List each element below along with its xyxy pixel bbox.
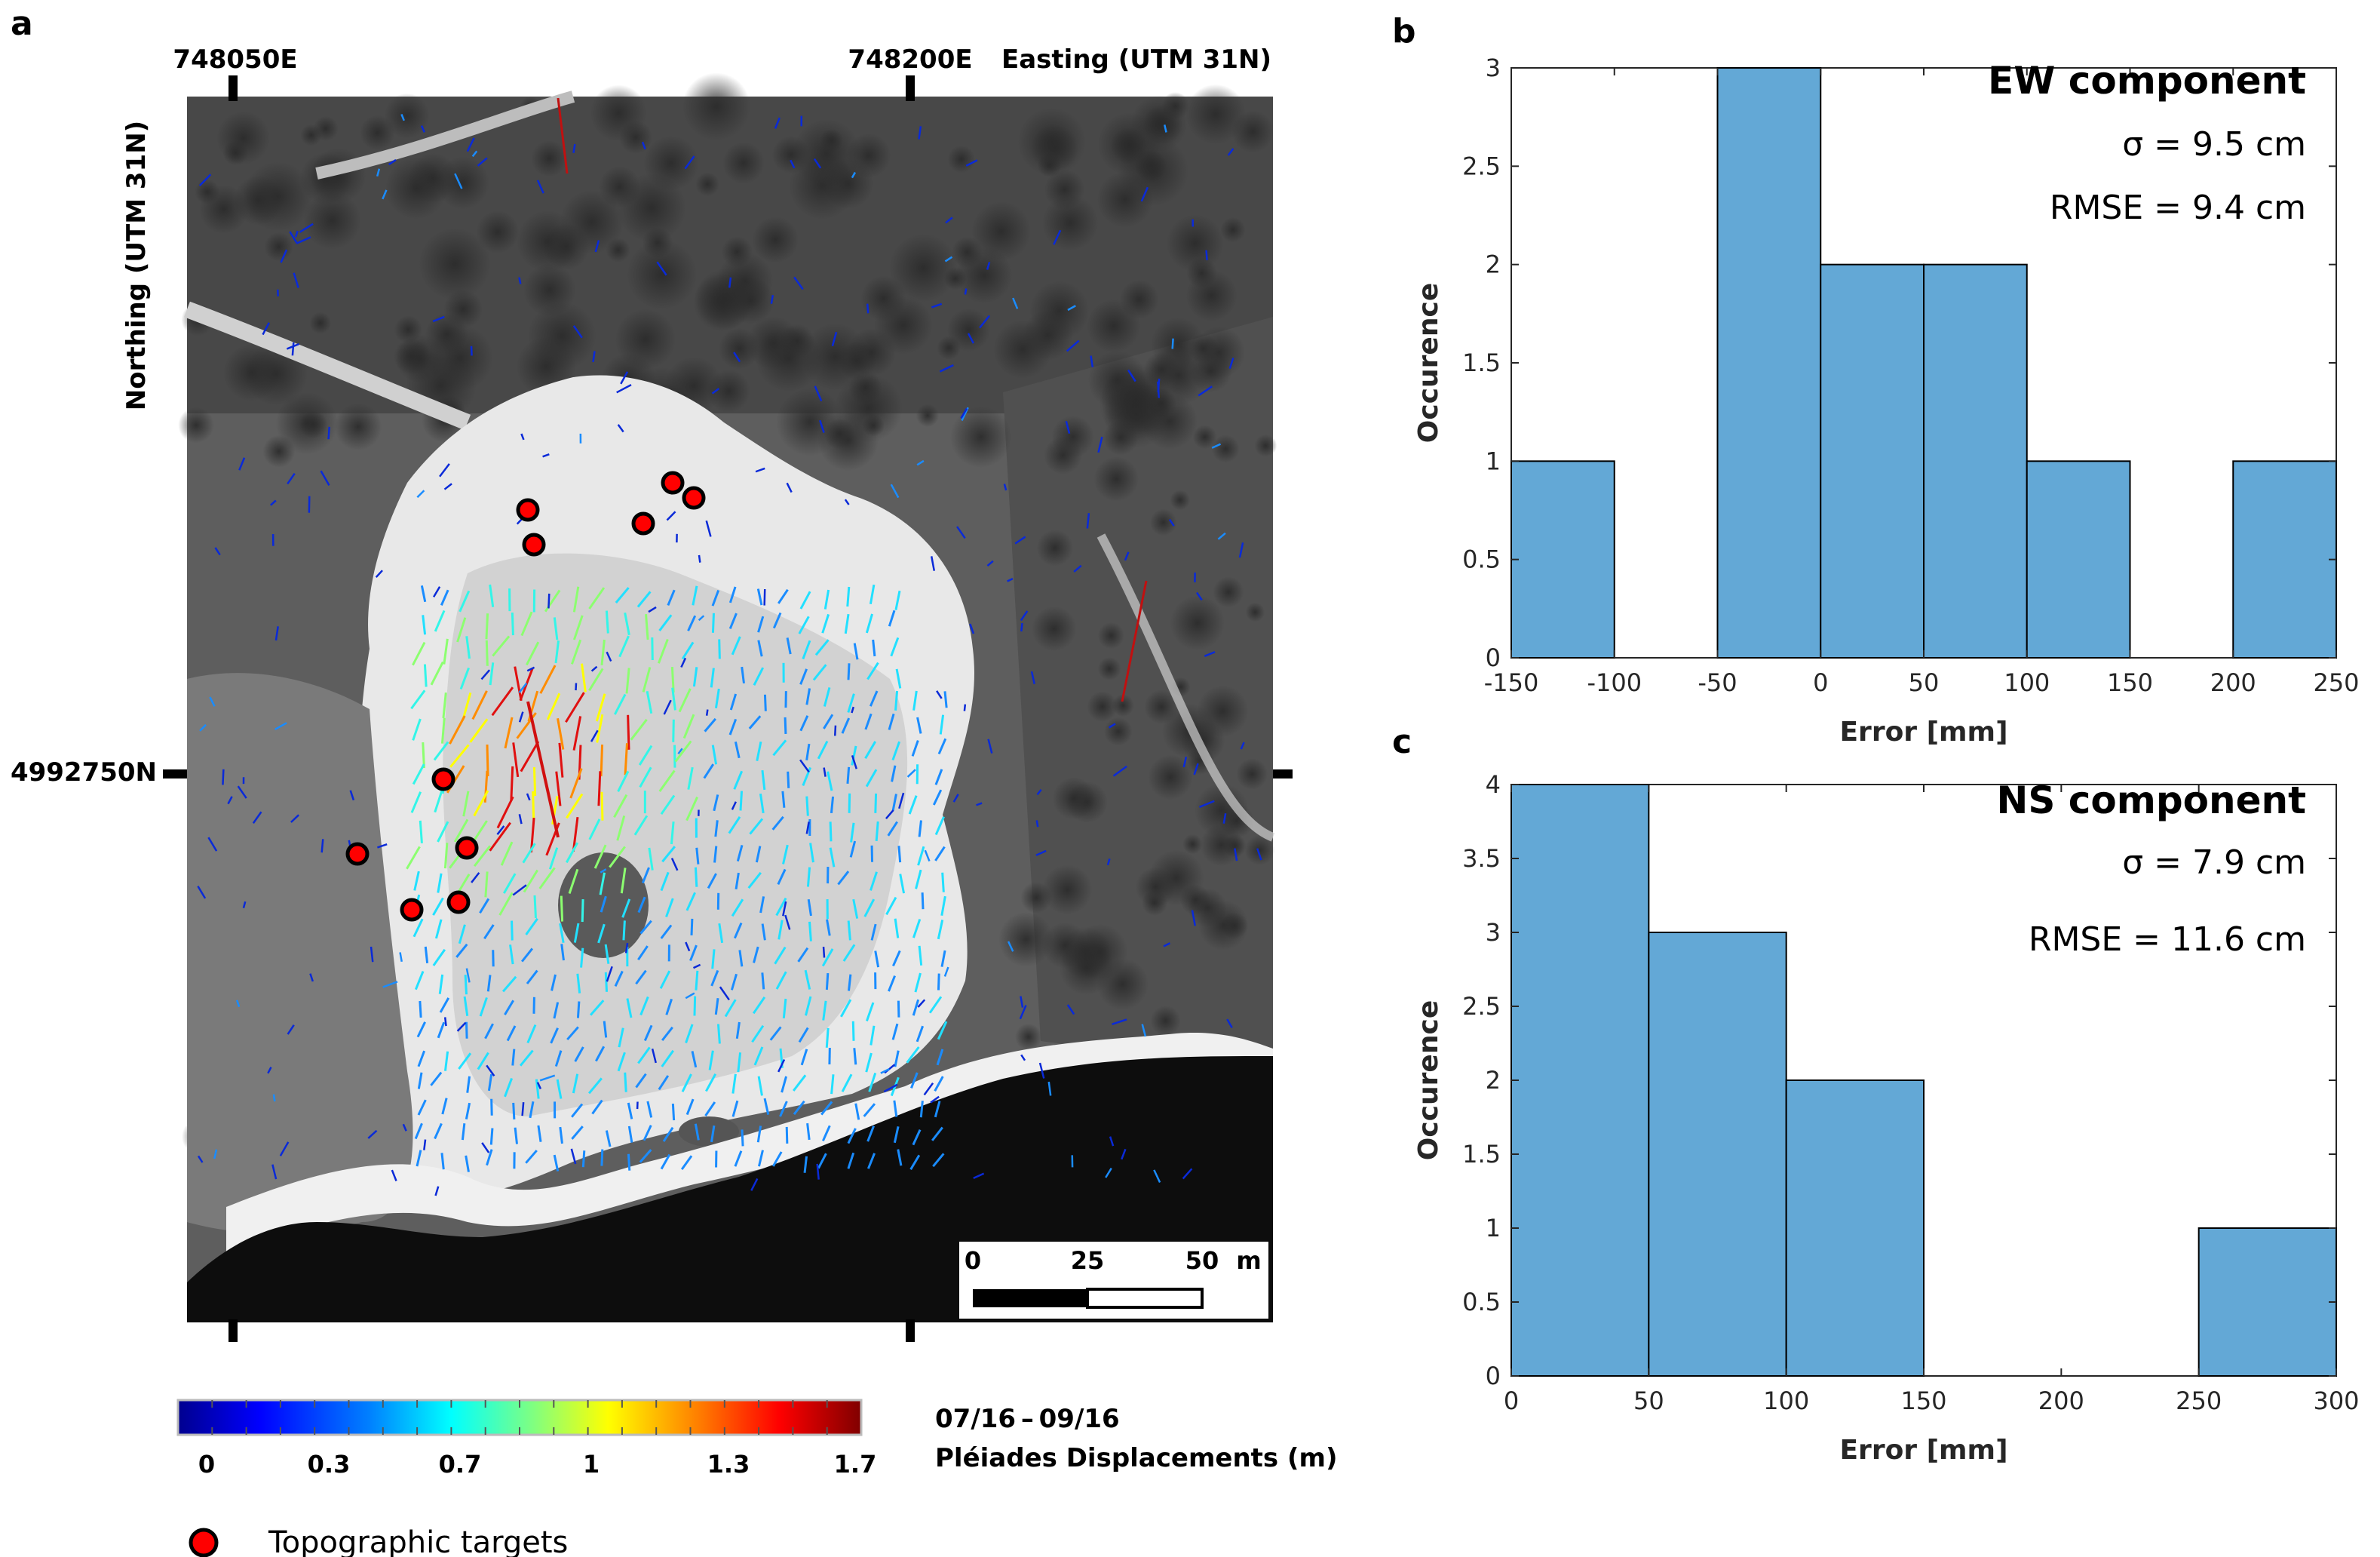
y-tick-label: 1.5 — [1462, 349, 1501, 377]
scale-unit: m — [1236, 1246, 1261, 1275]
y-tick-label: 1 — [1486, 447, 1501, 475]
xlabel-c: Error [mm] — [1839, 1435, 2007, 1466]
chart-title-b: EW component — [1988, 59, 2306, 103]
northing-tick-label: 4992750N — [11, 757, 157, 788]
x-tick-label: 150 — [1900, 1387, 1946, 1415]
annotation-sigma-c: σ = 7.9 cm — [2122, 843, 2306, 882]
x-tick-label: -150 — [1484, 668, 1539, 697]
scale-label-0: 0 — [965, 1246, 981, 1275]
annotation-sigma-b: σ = 9.5 cm — [2122, 125, 2306, 164]
y-tick-label: 0.5 — [1462, 545, 1501, 574]
topographic-target — [661, 471, 685, 495]
panel-a: a 748050E 748200E Easting (UTM 31N) Nort… — [11, 5, 1338, 1557]
northing-axis-title: Northing (UTM 31N) — [121, 121, 152, 410]
histogram-bar-b — [1511, 460, 1615, 659]
easting-axis-title: Easting (UTM 31N) — [1001, 45, 1271, 75]
xlabel-b: Error [mm] — [1839, 717, 2007, 748]
y-tick-label: 1 — [1486, 1214, 1501, 1242]
topographic-target — [446, 890, 471, 914]
target-marker-icon — [189, 1528, 219, 1557]
y-tick-label: 2.5 — [1462, 992, 1501, 1021]
ylabel-c: Occurence — [1413, 1000, 1444, 1160]
topographic-target — [400, 898, 424, 922]
chart-title-c: NS component — [1997, 778, 2307, 822]
topographic-target — [431, 767, 455, 791]
y-tick-label: 2.5 — [1462, 152, 1501, 180]
x-tick-label: 200 — [2038, 1387, 2084, 1415]
topographic-target — [631, 511, 655, 536]
y-tick-label: 3.5 — [1462, 844, 1501, 873]
x-tick-label: 150 — [2107, 668, 2153, 697]
colorbar-title: Pléiades Displacements (m) — [935, 1443, 1338, 1473]
panel-b: b -150 -100 -50 0 50 100 150 200 250 0 0.5 1 1.5 2 2.5… — [1392, 12, 2360, 748]
x-tick-label: 250 — [2313, 668, 2359, 697]
x-tick-label: 200 — [2210, 668, 2256, 697]
x-tick-label: 0 — [1504, 1387, 1519, 1415]
histogram-bar-b — [2026, 460, 2131, 659]
colorbar-tick-label: 1 — [583, 1450, 600, 1479]
y-tick-label: 3 — [1486, 54, 1501, 82]
y-tick-label: 2 — [1486, 1066, 1501, 1095]
histogram-bar-b — [2232, 460, 2337, 659]
easting-tick-label-2: 748200E — [848, 45, 972, 75]
panel-c-label: c — [1392, 723, 1412, 761]
scale-bar: 0 25 50 m — [959, 1242, 1268, 1319]
satellite-map — [178, 72, 1277, 1322]
ylabel-b: Occurence — [1413, 283, 1444, 443]
histogram-bar-c — [1648, 932, 1787, 1377]
colorbar-tick-label: 0.7 — [439, 1450, 482, 1479]
map-frame-ticks — [163, 75, 1293, 1342]
histogram-bar-b — [1923, 263, 2028, 659]
topographic-target — [455, 836, 479, 860]
legend-label: Topographic targets — [268, 1525, 568, 1557]
colorbar-tick-label: 1.7 — [834, 1450, 877, 1479]
histogram-bar-c — [1785, 1079, 1925, 1377]
histogram-bar-c — [1511, 784, 1650, 1377]
legend: Topographic targets — [189, 1525, 568, 1557]
histogram-bar-b — [1716, 67, 1822, 659]
topographic-targets — [345, 471, 706, 922]
annotation-rmse-b: RMSE = 9.4 cm — [2050, 189, 2306, 227]
y-tick-label: 2 — [1486, 250, 1501, 279]
easting-tick-label-1: 748050E — [173, 45, 297, 75]
x-tick-label: 100 — [1763, 1387, 1809, 1415]
x-tick-label: 50 — [1633, 1387, 1664, 1415]
topographic-target — [516, 498, 540, 522]
y-tick-label: 3 — [1486, 918, 1501, 947]
panel-c: c 0 50 100 150 200 250 300 0 0.5 1 1.5 2 2.5 3 3.5 4 NS… — [1392, 723, 2360, 1466]
x-tick-label: 50 — [1909, 668, 1940, 697]
x-tick-label: 0 — [1813, 668, 1828, 697]
scale-label-50: 50 — [1185, 1246, 1219, 1275]
colorbar-tick-label: 1.3 — [707, 1450, 750, 1479]
topographic-target — [345, 842, 370, 866]
y-tick-label: 1.5 — [1462, 1140, 1501, 1169]
x-tick-label: -100 — [1587, 668, 1642, 697]
x-tick-label: 100 — [2004, 668, 2050, 697]
panel-b-label: b — [1392, 12, 1416, 51]
colorbar-tick-label: 0.3 — [308, 1450, 351, 1479]
panel-a-label: a — [11, 5, 33, 43]
scale-label-25: 25 — [1071, 1246, 1105, 1275]
y-tick-label: 0 — [1486, 1362, 1501, 1390]
topographic-target — [522, 533, 546, 557]
y-tick-label: 4 — [1486, 770, 1501, 799]
colorbar-date-label: 07/16 – 09/16 — [935, 1404, 1120, 1434]
x-tick-label: -50 — [1698, 668, 1737, 697]
y-tick-label: 0 — [1486, 643, 1501, 672]
y-tick-label: 0.5 — [1462, 1288, 1501, 1316]
histogram-bar-c — [2198, 1227, 2338, 1377]
histogram-bar-b — [1820, 263, 1925, 659]
x-tick-label: 250 — [2176, 1387, 2222, 1415]
annotation-rmse-c: RMSE = 11.6 cm — [2029, 920, 2306, 959]
colorbar: 0 0.3 0.7 1 1.3 1.7 07/16 – 09/16 Pléiad… — [176, 1399, 1338, 1479]
colorbar-tick-label: 0 — [198, 1450, 215, 1479]
x-tick-label: 300 — [2313, 1387, 2359, 1415]
topographic-target — [682, 486, 706, 510]
